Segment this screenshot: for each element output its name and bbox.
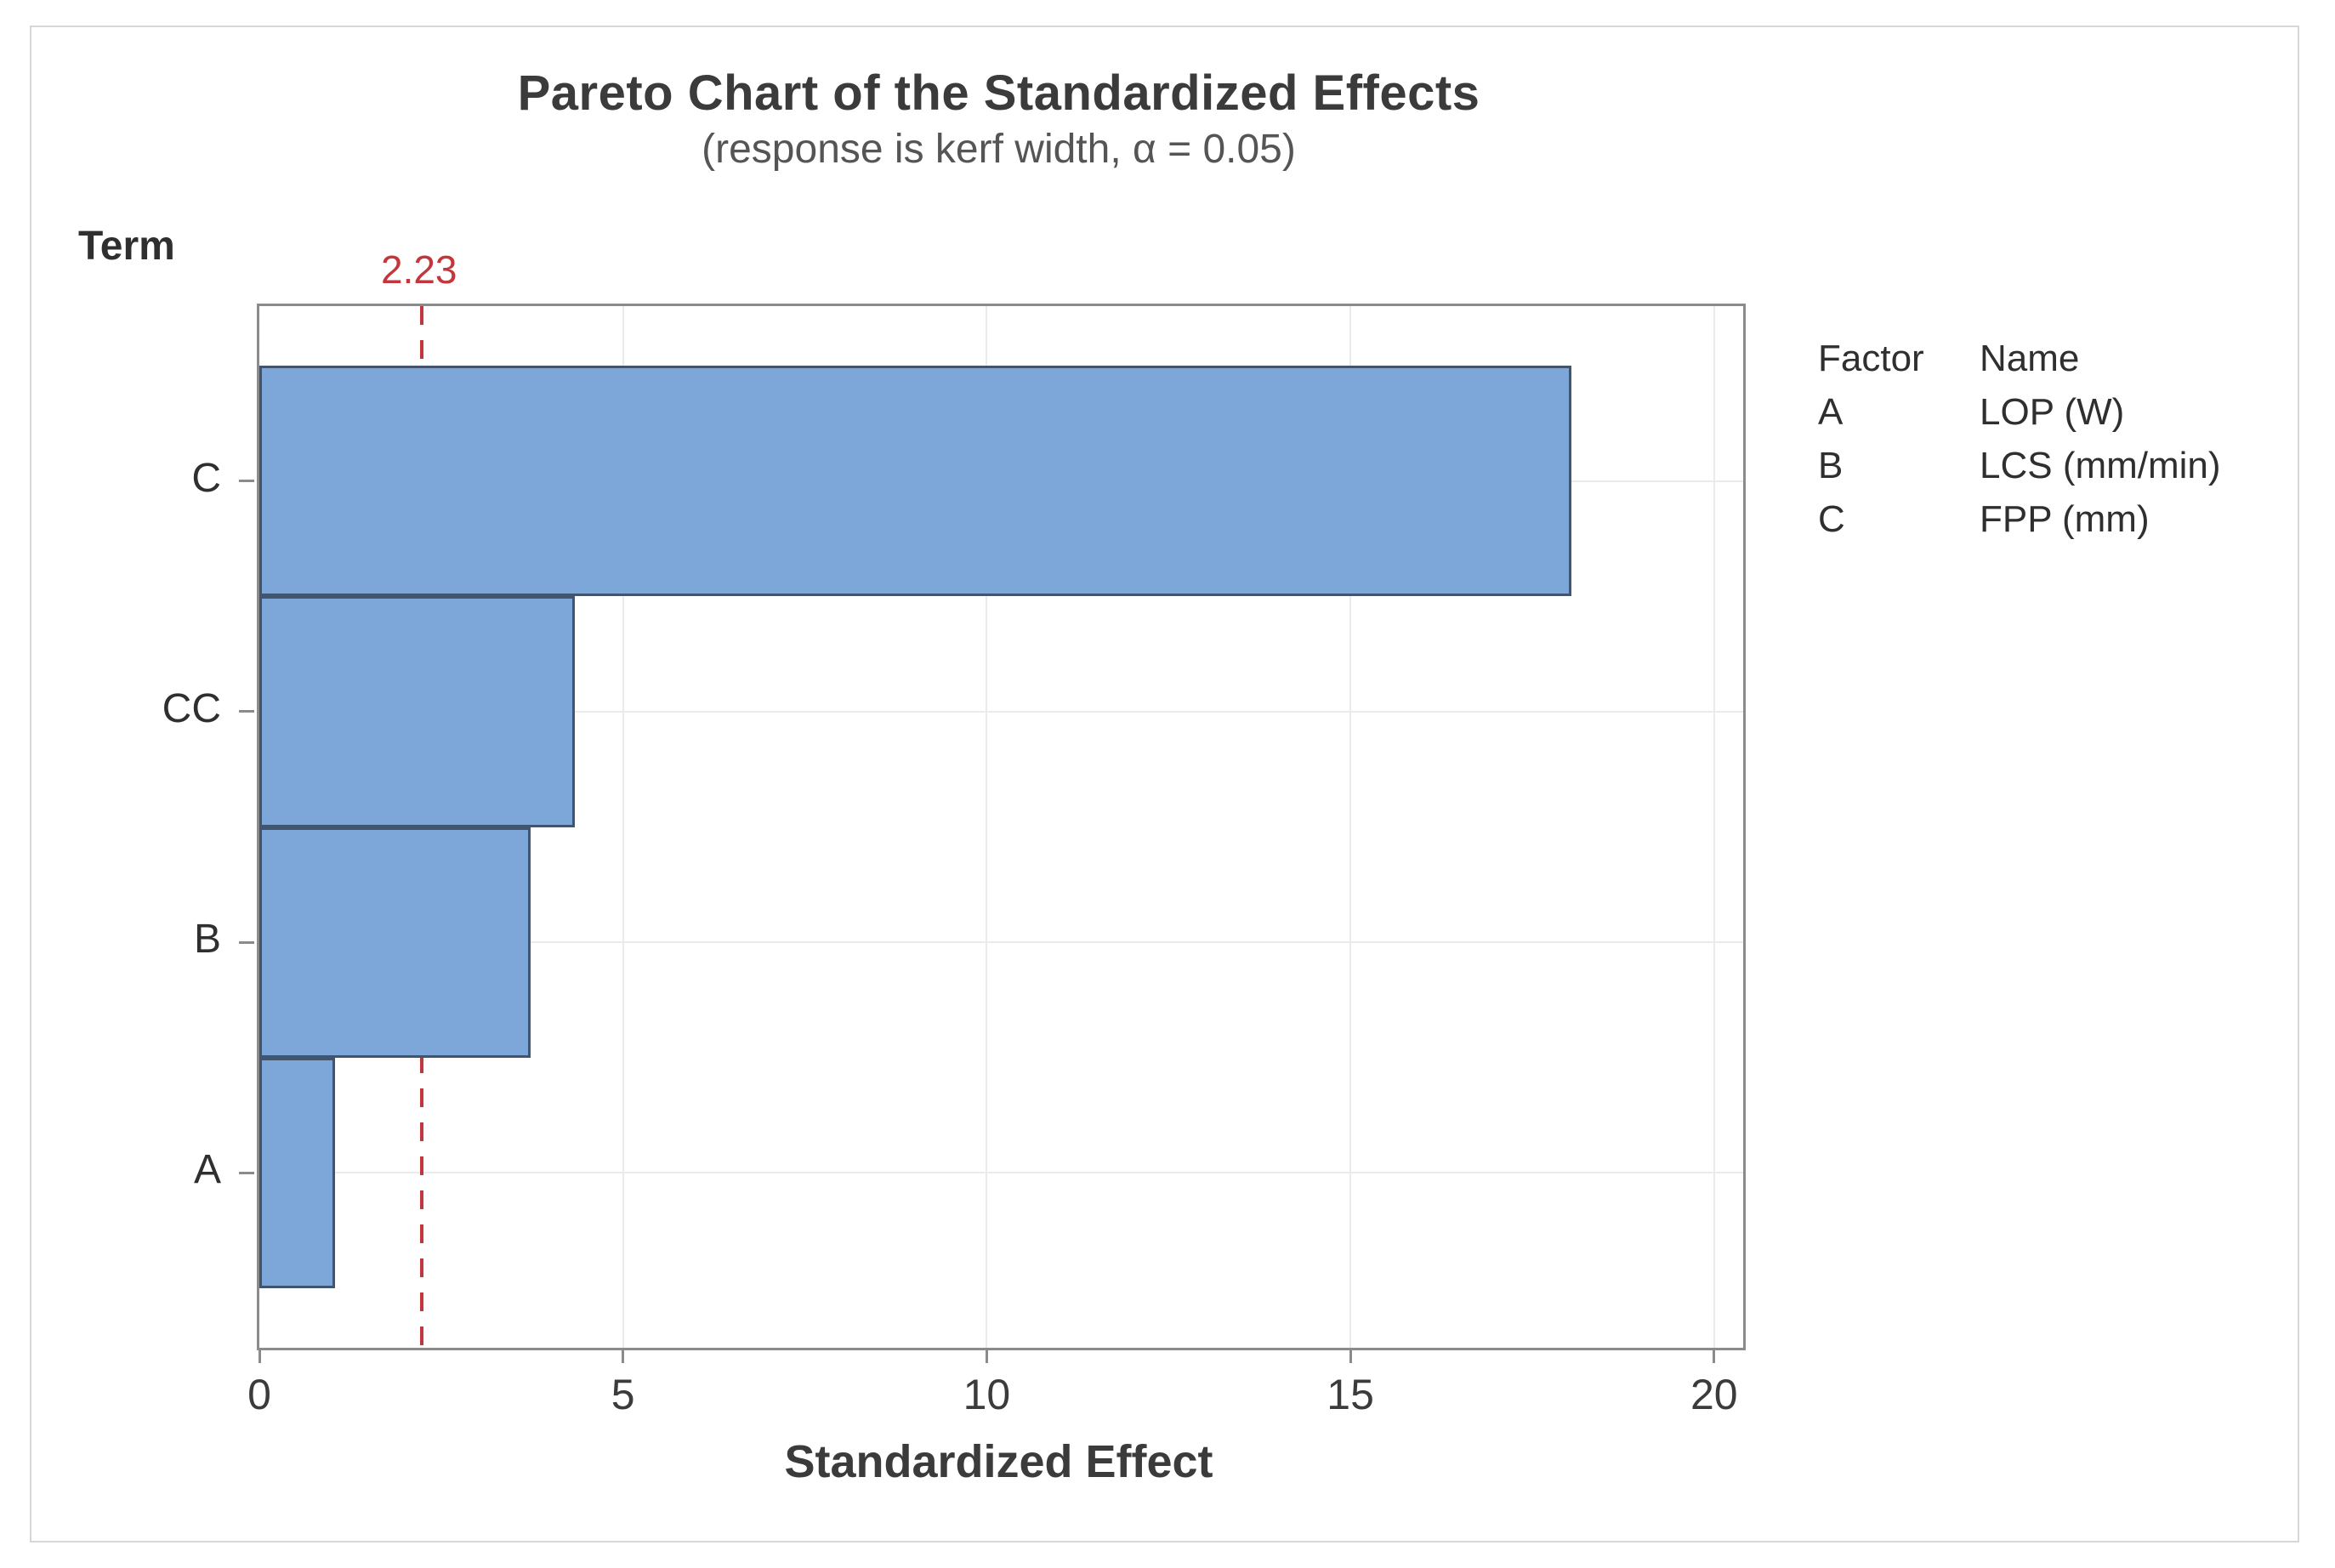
y-category-label: A <box>193 1147 221 1193</box>
legend-row: C FPP (mm) <box>1818 492 2221 546</box>
bar-cc <box>259 596 575 827</box>
x-tick-label: 0 <box>247 1371 271 1418</box>
chart-title: Pareto Chart of the Standardized Effects <box>517 65 1480 121</box>
bar-c <box>259 366 1571 597</box>
y-axis-tick <box>239 1171 254 1174</box>
x-axis-title: Standardized Effect <box>784 1436 1213 1487</box>
legend-name: FPP (mm) <box>1980 498 2150 540</box>
horizontal-gridline <box>259 1172 1743 1174</box>
legend-factor: B <box>1818 445 1844 486</box>
legend-header: Factor Name <box>1818 332 2221 385</box>
x-axis-tick <box>1349 1348 1352 1363</box>
legend-name: LCS (mm/min) <box>1980 445 2221 486</box>
y-axis: C CC B A <box>0 304 257 1345</box>
plot-area <box>257 304 1746 1350</box>
vertical-gridline <box>1713 306 1715 1348</box>
legend-factor: C <box>1818 498 1845 540</box>
horizontal-gridline <box>259 941 1743 944</box>
y-axis-tick <box>239 480 254 483</box>
factor-legend: Factor Name A LOP (W) B LCS (mm/min) C FPP (… <box>1818 332 2221 546</box>
x-tick-label: 5 <box>611 1371 635 1418</box>
bar-a <box>259 1057 335 1288</box>
x-axis: 0 5 10 15 20 <box>247 1348 1746 1450</box>
x-axis-tick <box>985 1348 988 1363</box>
reference-line-label: 2.23 <box>380 247 457 292</box>
legend-row: A LOP (W) <box>1818 385 2221 439</box>
x-tick-label: 15 <box>1327 1371 1374 1418</box>
x-axis-tick <box>622 1348 625 1363</box>
legend-row: B LCS (mm/min) <box>1818 439 2221 492</box>
vertical-gridline <box>986 306 988 1348</box>
y-category-label: B <box>193 917 221 963</box>
legend-header-factor: Factor <box>1818 338 1924 379</box>
legend-factor: A <box>1818 391 1844 433</box>
y-axis-title: Term <box>78 224 175 269</box>
vertical-gridline <box>622 306 624 1348</box>
chart-subtitle: (response is kerf width, α = 0.05) <box>702 127 1296 172</box>
x-tick-label: 20 <box>1690 1371 1738 1418</box>
x-tick-label: 10 <box>963 1371 1011 1418</box>
y-category-label: CC <box>162 685 221 731</box>
y-category-label: C <box>191 455 221 501</box>
y-axis-tick <box>239 710 254 713</box>
vertical-gridline <box>1349 306 1352 1348</box>
x-axis-tick <box>1713 1348 1716 1363</box>
x-axis-tick <box>258 1348 261 1363</box>
y-axis-tick <box>239 940 254 944</box>
bar-b <box>259 827 531 1058</box>
horizontal-gridline <box>259 710 1743 713</box>
legend-name: LOP (W) <box>1980 391 2125 433</box>
legend-header-name: Name <box>1980 338 2080 379</box>
